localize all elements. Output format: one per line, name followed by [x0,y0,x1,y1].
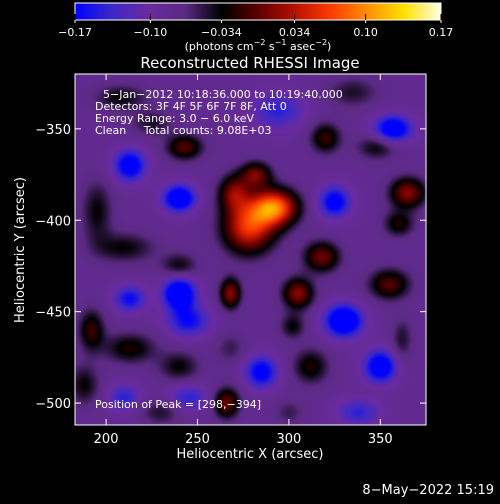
x-tick-label: 350 [368,432,393,447]
colorbar-strip [74,2,442,21]
y-axis-ticks: −350 −400 −450 −500 [35,123,426,412]
chart-title: Reconstructed RHESSI Image [140,54,359,72]
annotation-time-range: 5−Jan−2012 10:18:36.000 to 10:19:40.000 [103,88,343,101]
annotation-energy-range: Energy Range: 3.0 − 6.0 keV [95,112,255,125]
plot-area: 200 250 300 350 −350 −400 −450 −500 [35,73,427,447]
annotation-method-counts: Clean Total counts: 9.08E+03 [95,124,272,137]
colorbar-tick-label: 0.17 [429,26,454,39]
y-tick-label: −500 [35,397,71,412]
colorbar: −0.17 −0.10 −0.034 0.034 0.10 0.17 (photons c… [58,2,453,53]
colorbar-unit-label: (photons cm−2 s−1 asec−2) [185,38,332,53]
footer-date: 8−May−2022 15:19 [362,483,494,498]
annotation-detectors: Detectors: 3F 4F 5F 6F 7F 8F, Att 0 [95,100,287,113]
x-axis-ticks: 200 250 300 350 [94,74,393,447]
annotation-peak-position: Position of Peak = [298,−394] [95,398,261,411]
colorbar-tick-label: −0.034 [201,26,242,39]
x-tick-label: 200 [94,432,119,447]
y-tick-label: −400 [35,214,71,229]
colorbar-tick-label: −0.10 [133,26,167,39]
x-tick-label: 300 [276,432,301,447]
x-tick-label: 250 [185,432,210,447]
annotations: 5−Jan−2012 10:18:36.000 to 10:19:40.000 … [95,88,343,411]
x-axis-label: Heliocentric X (arcsec) [177,447,324,462]
colorbar-tick-label: −0.17 [58,26,92,39]
y-tick-label: −350 [35,123,71,138]
y-tick-label: −450 [35,306,71,321]
colorbar-tick-label: 0.034 [279,26,311,39]
colorbar-ticks: −0.17 −0.10 −0.034 0.034 0.10 0.17 [58,14,453,39]
y-axis-label: Heliocentric Y (arcsec) [13,177,28,323]
colorbar-tick-label: 0.10 [353,26,378,39]
plot-frame [74,73,427,426]
heatmap-image [75,74,426,425]
